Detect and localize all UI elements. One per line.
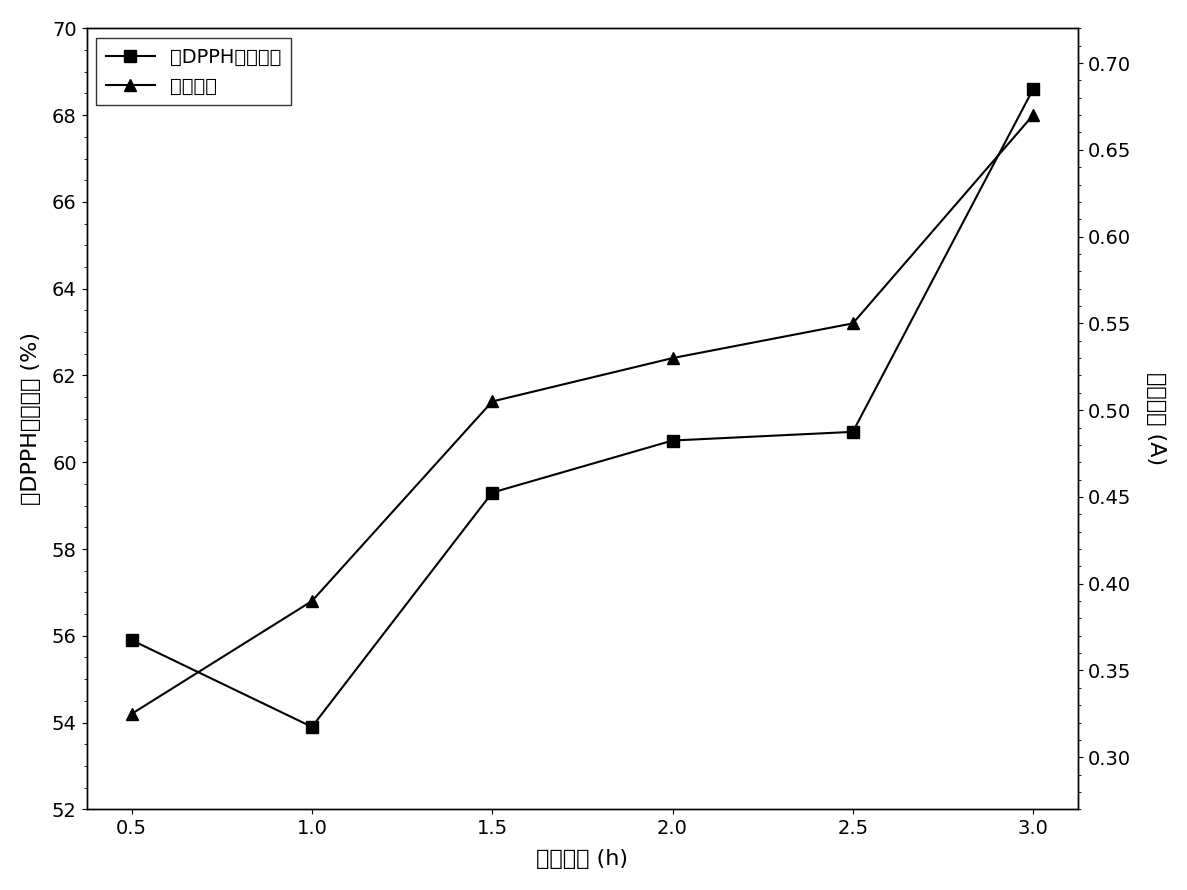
黄酮浓度 <box>1026 109 1040 120</box>
黄酮浓度 <box>485 396 500 407</box>
黄酮浓度 <box>305 595 319 606</box>
对DPPH的清除率 <box>305 722 319 732</box>
对DPPH的清除率 <box>125 635 139 645</box>
Line: 黄酮浓度: 黄酮浓度 <box>126 109 1040 720</box>
黄酮浓度 <box>125 708 139 719</box>
Y-axis label: 对DPPH的清除率 (%): 对DPPH的清除率 (%) <box>21 332 40 506</box>
Legend: 对DPPH的清除率, 黄酮浓度: 对DPPH的清除率, 黄酮浓度 <box>96 38 291 105</box>
对DPPH的清除率 <box>845 426 859 437</box>
黄酮浓度 <box>666 352 680 363</box>
X-axis label: 酶解时间 (h): 酶解时间 (h) <box>537 849 628 870</box>
Line: 对DPPH的清除率: 对DPPH的清除率 <box>126 83 1040 733</box>
对DPPH的清除率 <box>666 435 680 446</box>
对DPPH的清除率 <box>1026 84 1040 94</box>
Y-axis label: 黄酮浓度 (A): 黄酮浓度 (A) <box>1147 372 1166 465</box>
黄酮浓度 <box>845 318 859 328</box>
对DPPH的清除率 <box>485 487 500 498</box>
